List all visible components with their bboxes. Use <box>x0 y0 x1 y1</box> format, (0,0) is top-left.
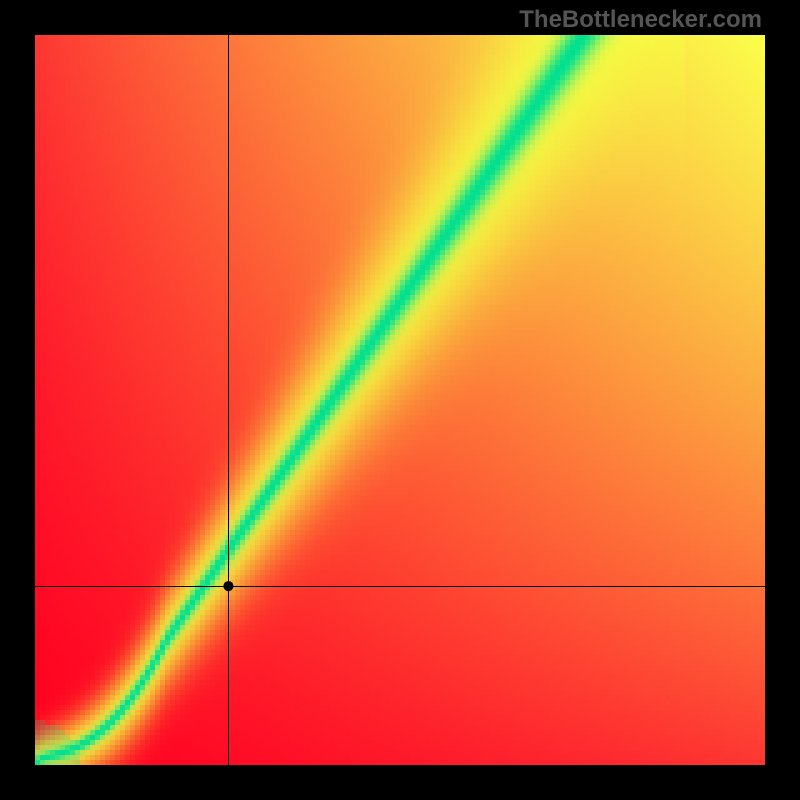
watermark-text: TheBottlenecker.com <box>519 6 762 34</box>
bottleneck-heatmap <box>35 35 765 765</box>
